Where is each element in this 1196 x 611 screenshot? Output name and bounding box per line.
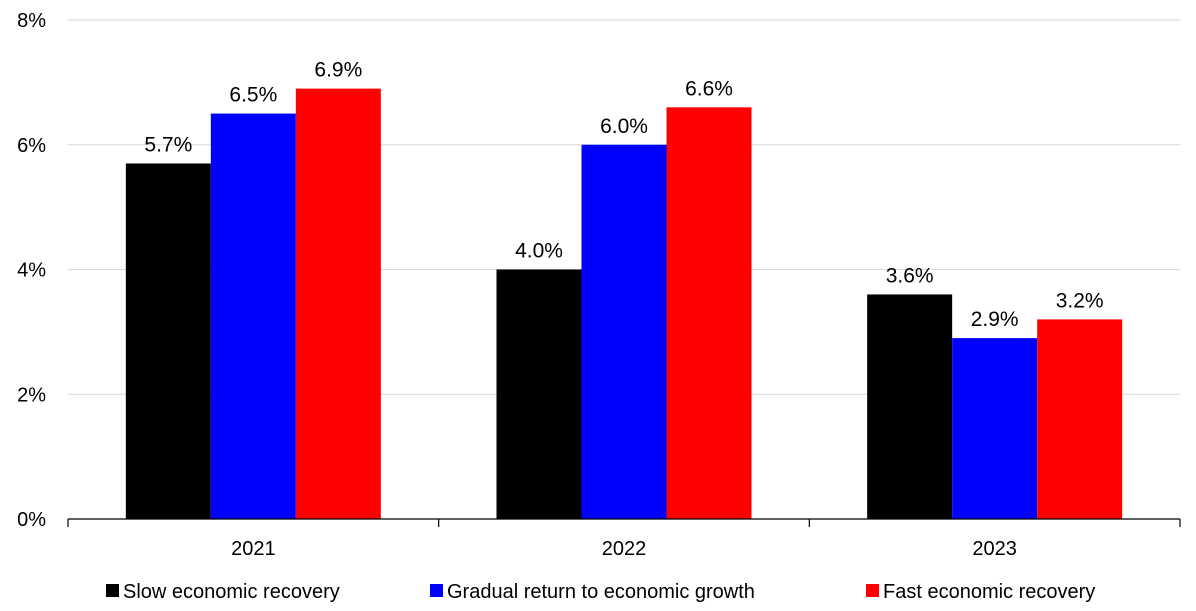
bar — [581, 144, 667, 519]
bar — [1037, 319, 1123, 519]
bar — [496, 269, 582, 519]
x-tick-label: 2021 — [231, 538, 276, 560]
legend-swatch — [866, 584, 879, 597]
legend-label: Fast economic recovery — [883, 581, 1095, 603]
bar — [125, 163, 211, 519]
y-tick-label: 6% — [17, 135, 46, 157]
bar — [952, 338, 1038, 519]
x-tick-label: 2023 — [972, 538, 1017, 560]
data-label: 6.9% — [314, 59, 362, 82]
data-label: 2.9% — [971, 308, 1019, 331]
bar — [295, 88, 381, 520]
bar — [666, 107, 752, 519]
y-tick-label: 2% — [17, 384, 46, 406]
y-tick-label: 4% — [17, 260, 46, 282]
y-tick-label: 0% — [17, 509, 46, 531]
bar — [867, 294, 953, 519]
data-label: 3.2% — [1056, 289, 1104, 312]
x-tick-label: 2022 — [602, 538, 647, 560]
bar — [210, 113, 296, 519]
legend-label: Slow economic recovery — [123, 581, 340, 603]
data-label: 3.6% — [886, 264, 934, 287]
legend-swatch — [106, 584, 119, 597]
data-label: 6.6% — [685, 77, 733, 100]
legend-swatch — [430, 584, 443, 597]
legend-label: Gradual return to economic growth — [447, 581, 755, 603]
data-label: 6.0% — [600, 115, 648, 138]
data-label: 4.0% — [515, 240, 563, 263]
data-label: 6.5% — [229, 84, 277, 107]
y-tick-label: 8% — [17, 10, 46, 32]
data-label: 5.7% — [144, 133, 192, 156]
